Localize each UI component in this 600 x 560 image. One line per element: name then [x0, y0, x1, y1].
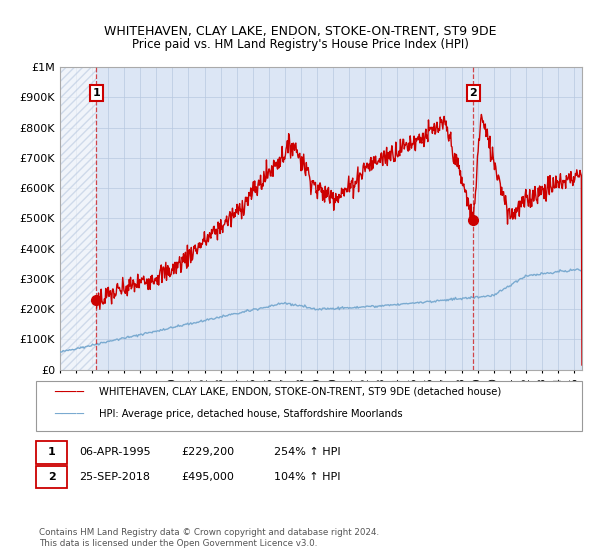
Text: 2: 2	[48, 472, 55, 482]
Text: Price paid vs. HM Land Registry's House Price Index (HPI): Price paid vs. HM Land Registry's House …	[131, 38, 469, 51]
Text: 2: 2	[469, 88, 477, 98]
Text: 06-APR-1995: 06-APR-1995	[79, 447, 151, 458]
Text: 25-SEP-2018: 25-SEP-2018	[79, 472, 150, 482]
Text: ────: ────	[54, 385, 84, 399]
Text: Contains HM Land Registry data © Crown copyright and database right 2024.
This d: Contains HM Land Registry data © Crown c…	[39, 528, 379, 548]
Text: WHITEHAVEN, CLAY LAKE, ENDON, STOKE-ON-TRENT, ST9 9DE (detached house): WHITEHAVEN, CLAY LAKE, ENDON, STOKE-ON-T…	[99, 387, 501, 397]
Text: 1: 1	[92, 88, 100, 98]
Text: ────: ────	[54, 408, 84, 421]
Bar	[60, 67, 97, 370]
Text: 254% ↑ HPI: 254% ↑ HPI	[274, 447, 341, 458]
Text: 104% ↑ HPI: 104% ↑ HPI	[274, 472, 341, 482]
Text: 1: 1	[48, 447, 55, 458]
Text: WHITEHAVEN, CLAY LAKE, ENDON, STOKE-ON-TRENT, ST9 9DE: WHITEHAVEN, CLAY LAKE, ENDON, STOKE-ON-T…	[104, 25, 496, 38]
Text: £495,000: £495,000	[181, 472, 234, 482]
Text: HPI: Average price, detached house, Staffordshire Moorlands: HPI: Average price, detached house, Staf…	[99, 409, 403, 419]
Text: £229,200: £229,200	[181, 447, 235, 458]
